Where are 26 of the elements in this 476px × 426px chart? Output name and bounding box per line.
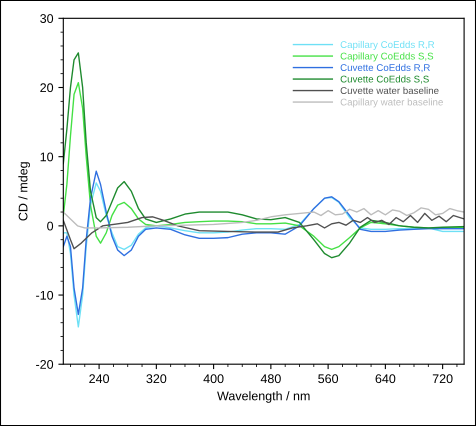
- line-series: [63, 182, 464, 328]
- line-series: [63, 52, 464, 258]
- y-tick-label: 0: [47, 222, 54, 231]
- x-axis-title: Wavelength / nm: [217, 391, 310, 403]
- legend-label: Capillary CoEdds R,R: [340, 40, 434, 50]
- y-tick-label: -10: [36, 290, 54, 300]
- x-tick-label: 560: [318, 374, 338, 384]
- x-tick-label: 240: [89, 374, 110, 384]
- y-tick-label: 10: [40, 152, 54, 162]
- x-tick-label: 720: [432, 374, 453, 384]
- legend-label: Cuvette CoEdds R,R: [340, 64, 430, 72]
- y-axis-title: CD / mdeg: [18, 162, 30, 221]
- line-series: [63, 212, 464, 250]
- x-tick-label: 480: [260, 374, 281, 384]
- legend-label: Capillary CoEdds S,S: [340, 52, 434, 62]
- legend-label: Capillary water baseline: [340, 98, 443, 108]
- legend-label: Cuvette water baseline: [340, 86, 439, 94]
- x-tick-label: 400: [203, 374, 224, 384]
- x-tick-label: 640: [376, 374, 396, 384]
- line-series: [63, 207, 464, 229]
- legend-label: Cuvette CoEdds S,S: [340, 75, 429, 84]
- y-tick-label: -20: [36, 360, 54, 369]
- y-tick-label: 20: [40, 83, 54, 92]
- line-series: [63, 170, 464, 316]
- x-tick-label: 320: [146, 374, 166, 384]
- y-tick-label: 30: [40, 14, 54, 23]
